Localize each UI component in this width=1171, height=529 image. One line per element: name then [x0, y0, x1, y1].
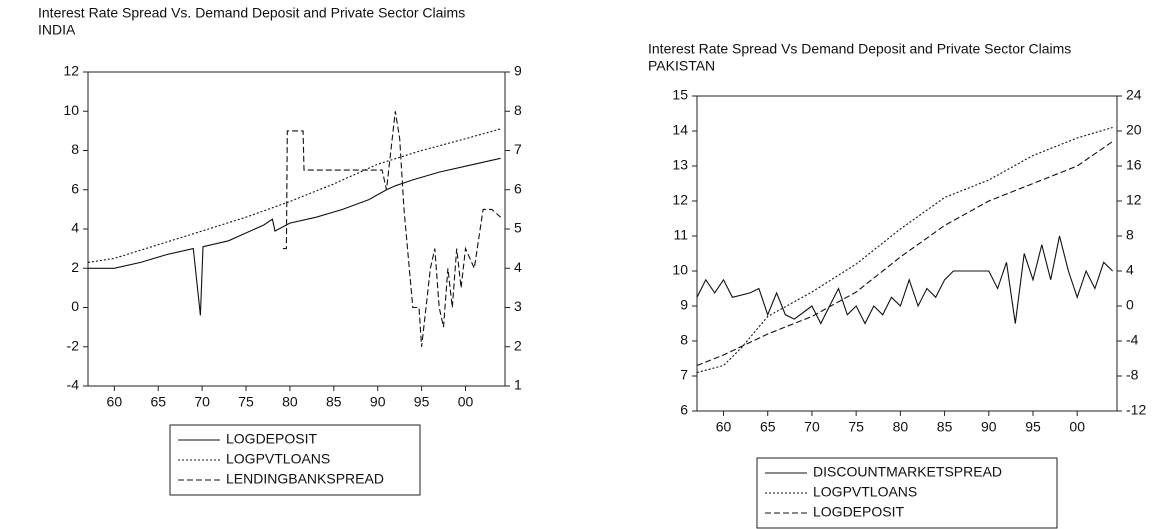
x-tick-label: 95: [414, 394, 430, 410]
y-tick-label: 6: [680, 402, 688, 418]
y-tick-label: -4: [67, 377, 80, 393]
legend-label: LOGDEPOSIT: [813, 504, 904, 520]
x-tick-label: 80: [893, 419, 909, 435]
y-tick-label: 12: [63, 63, 79, 79]
y2-tick-label: 5: [514, 220, 522, 236]
legend-label: LOGPVTLOANS: [813, 484, 917, 500]
y-tick-label: 14: [672, 122, 688, 138]
x-tick-label: 75: [238, 394, 254, 410]
x-tick-label: 85: [937, 419, 953, 435]
x-tick-label: 70: [194, 394, 210, 410]
legend-label: DISCOUNTMARKETSPREAD: [813, 464, 1002, 480]
y2-tick-label: 3: [514, 298, 522, 314]
y2-tick-label: 4: [1126, 262, 1134, 278]
y2-tick-label: 24: [1126, 87, 1142, 103]
plot-frame: [87, 71, 506, 387]
legend-label: LOGPVTLOANS: [226, 451, 330, 467]
y2-tick-label: 6: [514, 180, 522, 196]
x-tick-label: 00: [458, 394, 474, 410]
x-tick-label: 90: [981, 419, 997, 435]
y-tick-label: 2: [71, 259, 79, 275]
y-tick-label: 11: [673, 227, 688, 243]
y-tick-label: 15: [672, 87, 688, 103]
y-tick-label: 13: [672, 157, 688, 173]
plot-frame: [696, 95, 1118, 412]
series-line: [696, 141, 1113, 367]
y2-tick-label: 9: [514, 63, 522, 79]
chart-title: Interest Rate Spread Vs Demand Deposit a…: [648, 41, 1071, 57]
legend-label: LENDINGBANKSPREAD: [226, 471, 384, 487]
y2-tick-label: 0: [1126, 297, 1134, 313]
y2-tick-label: 20: [1126, 122, 1142, 138]
x-tick-label: 70: [804, 419, 820, 435]
y-tick-label: 10: [672, 262, 688, 278]
y-tick-label: 7: [680, 367, 688, 383]
series-line: [87, 128, 501, 263]
y-tick-label: 8: [71, 141, 79, 157]
y2-tick-label: 8: [514, 102, 522, 118]
y-tick-label: 6: [71, 180, 79, 196]
y-tick-label: 8: [680, 332, 688, 348]
y-tick-label: 0: [71, 298, 79, 314]
y2-tick-label: -4: [1126, 332, 1139, 348]
y-tick-label: 9: [680, 297, 688, 313]
series-line: [696, 126, 1113, 374]
series-line: [282, 111, 501, 347]
x-tick-label: 95: [1025, 419, 1041, 435]
y2-tick-label: 8: [1126, 227, 1134, 243]
x-tick-label: 00: [1069, 419, 1085, 435]
y2-tick-label: 4: [514, 259, 522, 275]
y2-tick-label: -8: [1126, 367, 1139, 383]
y-tick-label: 4: [71, 220, 79, 236]
y2-tick-label: 16: [1126, 157, 1142, 173]
legend: LOGDEPOSIT LOGPVTLOANS LENDINGBANKSPREAD: [169, 424, 421, 496]
y-tick-label: 10: [63, 102, 79, 118]
chart-title: Interest Rate Spread Vs. Demand Deposit …: [38, 5, 465, 21]
y2-tick-label: 7: [514, 141, 522, 157]
x-tick-label: 65: [760, 419, 776, 435]
y2-tick-label: -12: [1126, 402, 1146, 418]
y2-tick-label: 2: [514, 337, 522, 353]
y2-tick-label: 1: [514, 377, 522, 393]
series-line: [88, 157, 501, 316]
y-tick-label: 12: [672, 192, 688, 208]
x-tick-label: 80: [282, 394, 298, 410]
legend-label: LOGDEPOSIT: [226, 431, 317, 447]
legend: DISCOUNTMARKETSPREAD LOGPVTLOANS LOGDEPOSI…: [756, 457, 1058, 529]
chart-subtitle: INDIA: [38, 22, 76, 38]
series-line: [696, 235, 1113, 325]
x-tick-label: 65: [150, 394, 166, 410]
x-tick-label: 60: [107, 394, 123, 410]
chart-subtitle: PAKISTAN: [648, 58, 715, 74]
x-tick-label: 75: [848, 419, 864, 435]
y-tick-label: -2: [67, 337, 80, 353]
x-tick-label: 85: [326, 394, 342, 410]
y2-tick-label: 12: [1126, 192, 1142, 208]
x-tick-label: 90: [370, 394, 386, 410]
x-tick-label: 60: [716, 419, 732, 435]
